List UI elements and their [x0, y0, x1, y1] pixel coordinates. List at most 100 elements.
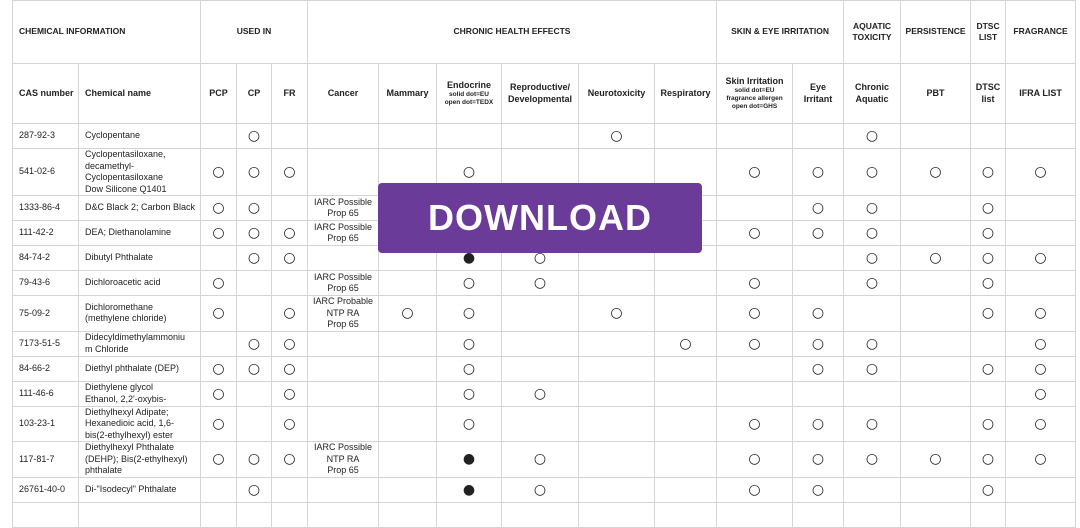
table-cell [900, 501, 972, 528]
table-cell: ○ [436, 355, 502, 382]
table-cell [578, 501, 655, 528]
table-cell: ○ [843, 270, 902, 296]
table-cell [843, 476, 902, 503]
table-cell [378, 501, 437, 528]
column-label: Cancer [327, 87, 359, 98]
table-cell: Dibutyl Phthalate [78, 245, 201, 271]
table-cell [716, 195, 794, 221]
table-cell: IARC Possible Prop 65 [307, 270, 379, 296]
table-cell: ○ [436, 330, 502, 357]
table-cell: ○ [200, 295, 237, 332]
download-button[interactable]: DOWNLOAD [378, 183, 702, 253]
table-cell: D&C Black 2; Carbon Black [78, 195, 201, 221]
table-cell [970, 380, 1007, 407]
column-header: Chronic Aquatic [843, 63, 902, 124]
table-cell [653, 270, 718, 296]
table-cell [900, 270, 972, 296]
table-cell: ○ [436, 270, 502, 296]
table-cell [578, 330, 655, 357]
column-header: CAS number [12, 63, 79, 124]
table-cell: Cyclopentane [78, 123, 201, 149]
table-cell [307, 405, 379, 442]
table-cell [1005, 501, 1077, 528]
table-cell: 84-74-2 [12, 245, 79, 271]
table-cell [653, 441, 718, 478]
table-cell: ○ [716, 476, 794, 503]
table-cell: ○ [792, 355, 845, 382]
table-cell [843, 501, 902, 528]
table-cell [236, 295, 272, 332]
table-cell: ○ [501, 476, 579, 503]
table-cell: Di-"Isodecyl" Phthalate [78, 476, 201, 503]
table-row: 7173-51-5 Didecyldimethylammoniu m Chlori… [12, 330, 1077, 357]
table-cell: 75-09-2 [12, 295, 79, 332]
table-cell: ○ [792, 476, 845, 503]
table-cell [200, 501, 237, 528]
table-cell [1005, 195, 1077, 221]
chemical-table: CHEMICAL INFORMATION USED IN CHRONIC HEA… [12, 0, 1077, 528]
table-cell: ○ [843, 148, 902, 196]
table-cell [78, 501, 201, 528]
table-cell [236, 501, 272, 528]
table-cell [900, 195, 972, 221]
table-cell: ○ [1005, 380, 1077, 407]
table-cell [271, 123, 308, 149]
table-cell [307, 245, 379, 271]
group-header-row: CHEMICAL INFORMATION USED IN CHRONIC HEA… [12, 0, 1077, 64]
table-cell [792, 270, 845, 296]
table-cell: ○ [236, 245, 272, 271]
table-cell: ○ [200, 270, 237, 296]
column-label: Chronic Aquatic [855, 82, 890, 104]
table-cell [378, 355, 437, 382]
table-cell: ○ [843, 441, 902, 478]
table-cell [792, 245, 845, 271]
table-cell: ○ [716, 220, 794, 246]
column-header: CP [236, 63, 272, 124]
table-cell: 7173-51-5 [12, 330, 79, 357]
table-row: 103-23-1 Diethylhexyl Adipate; Hexanedioi… [12, 405, 1077, 442]
table-cell: ○ [271, 380, 308, 407]
table-cell: 1333-86-4 [12, 195, 79, 221]
table-cell [501, 295, 579, 332]
group-header: DTSC LIST [970, 0, 1007, 64]
table-cell [900, 405, 972, 442]
table-cell: ○ [236, 476, 272, 503]
table-cell [501, 405, 579, 442]
table-cell [307, 476, 379, 503]
table-cell [900, 380, 972, 407]
table-cell: ○ [716, 405, 794, 442]
table-cell: ○ [200, 380, 237, 407]
table-row: 117-81-7 Diethylhexyl Phthalate (DEHP); B… [12, 441, 1077, 478]
table-cell [271, 270, 308, 296]
table-cell: ○ [716, 295, 794, 332]
table-cell: 84-66-2 [12, 355, 79, 382]
table-cell: 103-23-1 [12, 405, 79, 442]
table-cell [716, 123, 794, 149]
table-cell: IARC Possible NTP RA Prop 65 [307, 441, 379, 478]
column-label: Reproductive/ Developmental [507, 82, 573, 104]
table-cell: ○ [970, 270, 1007, 296]
table-cell [236, 380, 272, 407]
table-cell: ○ [970, 220, 1007, 246]
table-cell: Diethylhexyl Phthalate (DEHP); Bis(2-eth… [78, 441, 201, 478]
table-cell: IARC Possible Prop 65 [307, 220, 379, 246]
table-cell: ○ [970, 355, 1007, 382]
table-cell: Dichloroacetic acid [78, 270, 201, 296]
table-cell: ○ [271, 295, 308, 332]
table-cell [792, 123, 845, 149]
table-cell [900, 355, 972, 382]
table-cell [378, 405, 437, 442]
table-cell: ○ [200, 441, 237, 478]
table-cell [501, 123, 579, 149]
column-label: Eye Irritant [803, 82, 833, 104]
table-cell [653, 355, 718, 382]
group-header: AQUATIC TOXICITY [843, 0, 902, 64]
table-cell [843, 380, 902, 407]
table-cell: ○ [900, 441, 972, 478]
column-header: Mammary [378, 63, 437, 124]
table-cell: ○ [1005, 295, 1077, 332]
table-cell: ○ [792, 195, 845, 221]
table-cell: ○ [236, 123, 272, 149]
table-cell: 26761-40-0 [12, 476, 79, 503]
table-cell: ○ [200, 148, 237, 196]
